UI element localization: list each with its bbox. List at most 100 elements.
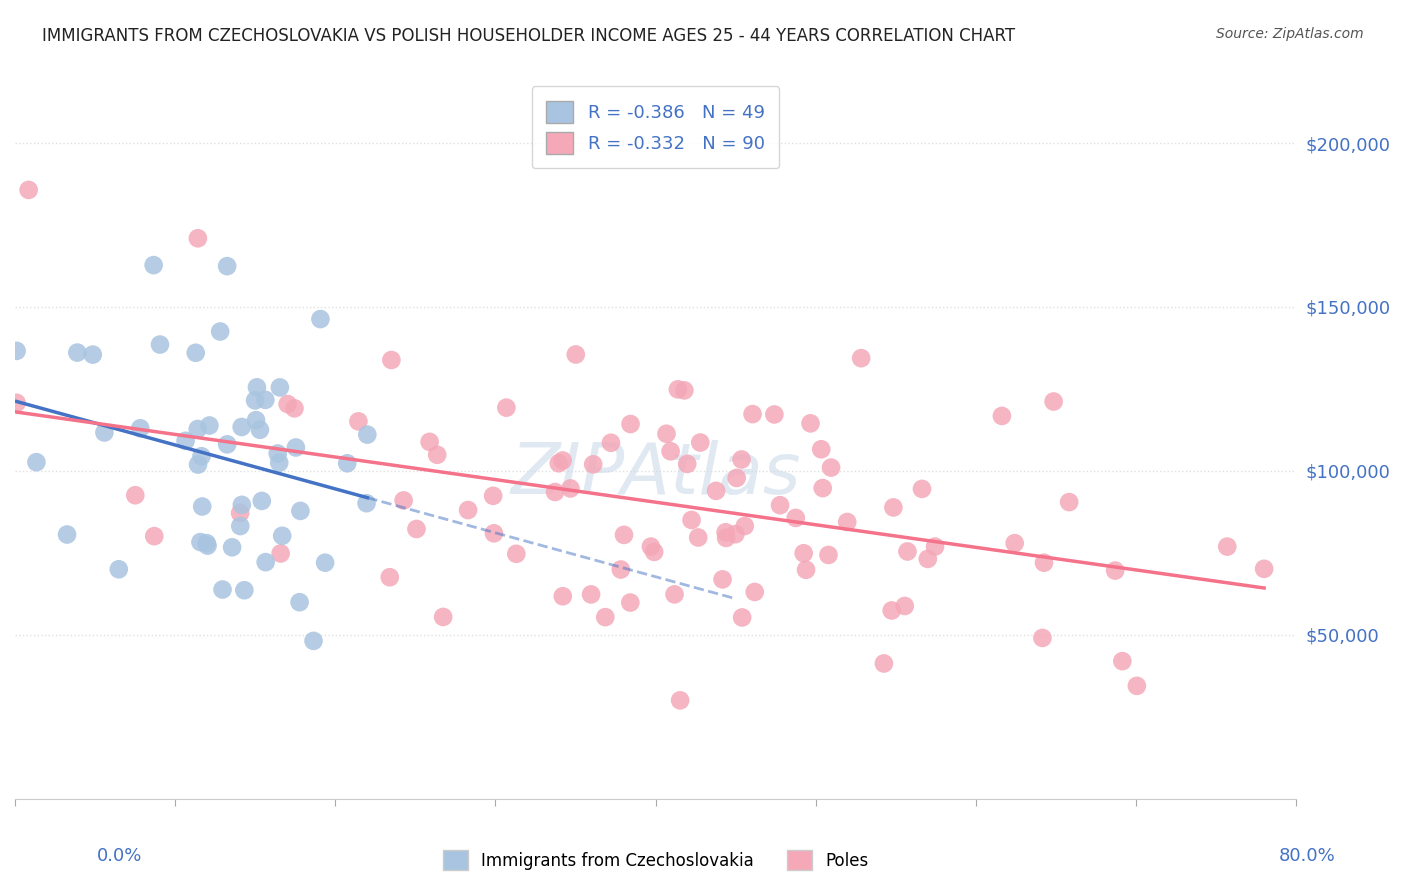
Point [911, 482, 934, 496]
Point [149, 337, 172, 351]
Point [741, 407, 763, 421]
Point [233, 583, 256, 598]
Point [811, 481, 834, 495]
Point [582, 458, 605, 472]
Point [191, 500, 214, 514]
Point [190, 449, 212, 463]
Point [6, 343, 28, 358]
Point [673, 384, 696, 398]
Point [25, 455, 48, 469]
Point [669, 693, 692, 707]
Point [356, 496, 378, 510]
Point [221, 541, 243, 555]
Point [676, 457, 699, 471]
Point [640, 540, 662, 554]
Point [551, 589, 574, 603]
Text: IMMIGRANTS FROM CZECHOSLOVAKIA VS POLISH HOUSEHOLDER INCOME AGES 25 - 44 YEARS C: IMMIGRANTS FROM CZECHOSLOVAKIA VS POLISH… [42, 27, 1015, 45]
Point [817, 548, 839, 562]
Point [600, 435, 623, 450]
Point [820, 460, 842, 475]
Point [107, 562, 129, 576]
Point [143, 529, 166, 543]
Point [924, 540, 946, 554]
Point [231, 420, 253, 434]
Point [893, 599, 915, 613]
Point [731, 610, 754, 624]
Point [560, 482, 582, 496]
Point [347, 414, 370, 428]
Point [769, 498, 792, 512]
Point [688, 531, 710, 545]
Point [269, 380, 291, 394]
Point [849, 351, 872, 366]
Point [93, 425, 115, 440]
Point [217, 259, 239, 273]
Point [245, 413, 267, 427]
Point [799, 417, 821, 431]
Point [254, 392, 277, 407]
Point [714, 531, 737, 545]
Point [794, 563, 817, 577]
Point [190, 535, 212, 549]
Point [666, 382, 689, 396]
Point [579, 587, 602, 601]
Point [249, 423, 271, 437]
Point [643, 545, 665, 559]
Point [837, 515, 859, 529]
Point [56, 527, 79, 541]
Point [174, 434, 197, 448]
Point [270, 546, 292, 560]
Point [495, 401, 517, 415]
Point [302, 633, 325, 648]
Point [1033, 556, 1056, 570]
Point [1111, 654, 1133, 668]
Point [82, 348, 104, 362]
Point [610, 562, 633, 576]
Point [250, 494, 273, 508]
Point [198, 418, 221, 433]
Point [231, 498, 253, 512]
Point [785, 511, 807, 525]
Point [419, 434, 441, 449]
Point [1042, 394, 1064, 409]
Point [66, 345, 89, 359]
Point [426, 448, 449, 462]
Point [254, 555, 277, 569]
Point [689, 435, 711, 450]
Point [290, 504, 312, 518]
Point [880, 603, 903, 617]
Point [17, 183, 39, 197]
Point [1057, 495, 1080, 509]
Legend: R = -0.386   N = 49, R = -0.332   N = 90: R = -0.386 N = 49, R = -0.332 N = 90 [531, 87, 779, 169]
Point [793, 546, 815, 560]
Point [184, 345, 207, 359]
Point [1031, 631, 1053, 645]
Point [283, 401, 305, 416]
Point [284, 441, 307, 455]
Point [209, 325, 232, 339]
Point [619, 417, 641, 431]
Point [1004, 536, 1026, 550]
Point [505, 547, 527, 561]
Point [271, 529, 294, 543]
Point [544, 485, 567, 500]
Point [392, 493, 415, 508]
Point [229, 506, 252, 520]
Point [246, 380, 269, 394]
Point [211, 582, 233, 597]
Point [187, 231, 209, 245]
Point [613, 528, 636, 542]
Point [482, 489, 505, 503]
Point [432, 610, 454, 624]
Point [309, 312, 332, 326]
Point [724, 527, 747, 541]
Point [187, 422, 209, 436]
Point [378, 570, 401, 584]
Point [195, 536, 218, 550]
Point [810, 442, 832, 457]
Point [595, 610, 617, 624]
Text: 0.0%: 0.0% [97, 847, 142, 865]
Point [277, 397, 299, 411]
Point [664, 587, 686, 601]
Point [991, 409, 1014, 423]
